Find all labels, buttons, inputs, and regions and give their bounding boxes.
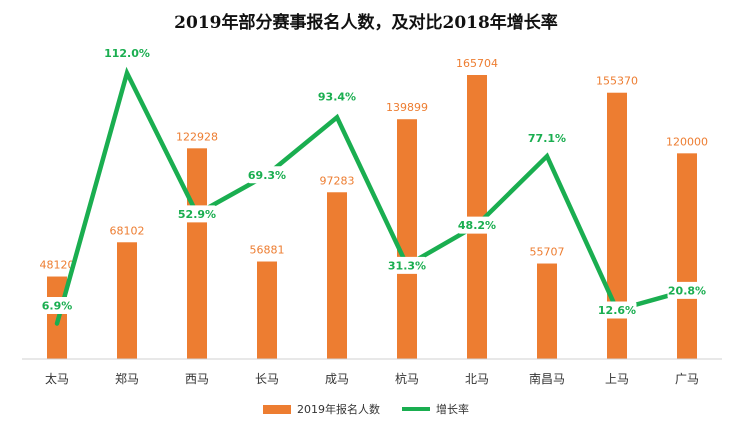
x-tick-label: 郑马	[115, 371, 139, 386]
x-tick-label: 上马	[605, 372, 629, 386]
x-tick-labels: 太马 郑马 西马 长马 成马 杭马 北马 南昌马 上马 广马	[45, 371, 699, 386]
growth-rate-label: 12.6%	[598, 304, 636, 317]
legend-bar-label: 2019年报名人数	[297, 403, 380, 416]
bar	[537, 263, 557, 359]
bar	[117, 242, 137, 359]
growth-rate-label-box	[667, 281, 707, 299]
bar-value-label: 155370	[596, 75, 638, 88]
bar	[677, 153, 697, 359]
bar-series	[47, 75, 697, 360]
x-tick-label: 杭马	[395, 371, 419, 386]
legend-item-bar: 2019年报名人数	[263, 401, 380, 417]
growth-rate-labels: 6.9% 112.0% 52.9% 69.3% 93.4% 31.3% 48.2% 77.1%…	[37, 44, 707, 319]
growth-rate-label: 20.8%	[668, 284, 706, 297]
growth-rate-label-box	[457, 216, 497, 234]
bar	[257, 261, 277, 359]
x-tick-label: 西马	[185, 372, 209, 386]
bar-value-label: 120000	[666, 135, 708, 148]
growth-rate-line	[54, 66, 690, 326]
legend: 2019年报名人数 增长率	[0, 401, 732, 417]
x-tick-label: 北马	[465, 372, 489, 386]
bar-value-label: 122928	[176, 130, 218, 143]
bar	[397, 119, 417, 359]
growth-rate-label-box	[247, 166, 287, 184]
legend-line-swatch	[402, 407, 430, 411]
growth-rate-label: 69.3%	[248, 169, 286, 182]
growth-rate-label-box	[597, 301, 637, 319]
bar	[187, 148, 207, 359]
growth-rate-label: 77.1%	[528, 132, 566, 145]
chart-title: 2019年部分赛事报名人数，及对比2018年增长率	[174, 13, 558, 33]
growth-rate-label: 6.9%	[42, 300, 73, 313]
bar-value-label: 165704	[456, 57, 498, 70]
bar-value-label: 68102	[110, 224, 145, 237]
legend-item-line: 增长率	[402, 401, 469, 417]
bar-value-label: 48120	[40, 259, 75, 272]
bar-value-label: 55707	[530, 246, 565, 259]
bar-value-label: 139899	[386, 101, 428, 114]
x-tick-label: 成马	[325, 372, 349, 386]
bar-value-label: 56881	[250, 244, 285, 257]
legend-line-label: 增长率	[436, 403, 469, 416]
growth-rate-label: 93.4%	[318, 90, 356, 103]
growth-rate-label-box	[387, 256, 427, 274]
x-tick-label: 长马	[255, 372, 279, 386]
growth-rate-label-box	[37, 297, 77, 315]
bar-value-label: 97283	[320, 174, 355, 187]
x-tick-label: 广马	[675, 372, 699, 386]
growth-rate-label-box	[317, 87, 357, 105]
bar	[327, 192, 347, 359]
bar	[607, 92, 627, 360]
growth-rate-label: 112.0%	[104, 47, 150, 60]
growth-rate-label-box	[107, 44, 147, 62]
growth-rate-label: 31.3%	[388, 259, 426, 272]
bar-data-labels: 48120 68102 122928 56881 97283 139899 165704 55…	[40, 57, 709, 272]
growth-rate-label: 52.9%	[178, 208, 216, 221]
growth-rate-series	[54, 66, 690, 326]
growth-rate-label-box	[177, 205, 217, 223]
growth-rate-label: 48.2%	[458, 219, 496, 232]
legend-bar-swatch	[263, 404, 291, 414]
x-tick-label: 南昌马	[529, 371, 565, 386]
x-tick-label: 太马	[45, 371, 69, 386]
growth-rate-label-box	[527, 129, 567, 147]
